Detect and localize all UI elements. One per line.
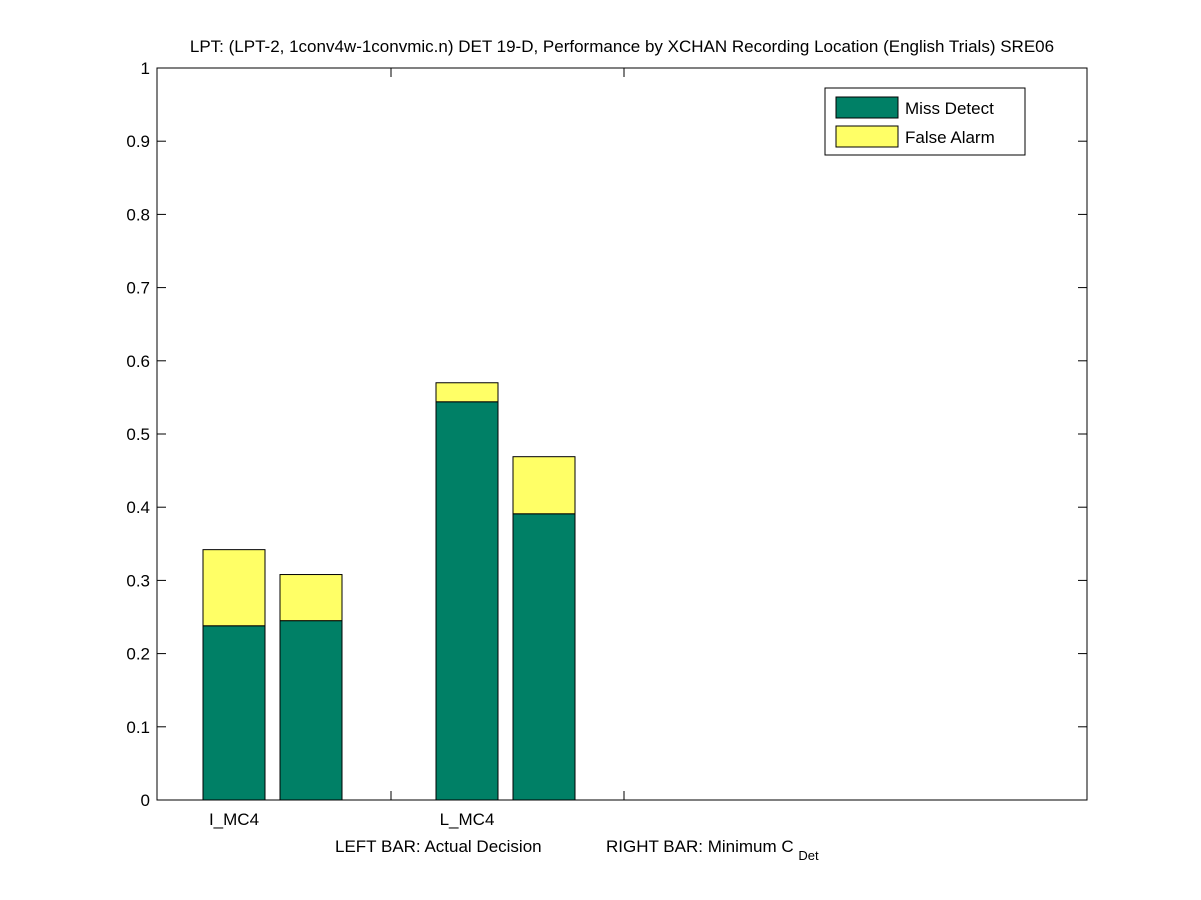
x-axis-label-right-text: RIGHT BAR: Minimum C	[606, 837, 794, 856]
legend-label-false-alarm: False Alarm	[905, 128, 995, 147]
bar-i-mc4-minimum-false-alarm	[279, 574, 343, 622]
y-tick-label: 0.8	[126, 205, 150, 224]
y-axis: 0 0.1 0.2 0.3 0.4 0.5 0.6 0.7 0.8 0.9 1	[126, 59, 1087, 810]
x-tick-label: L_MC4	[440, 810, 495, 829]
bar-l-mc4-actual-miss-detect	[435, 401, 499, 801]
bars	[202, 382, 576, 801]
x-tick-label: I_MC4	[209, 810, 259, 829]
x-axis-label-left: LEFT BAR: Actual Decision	[335, 837, 542, 856]
y-tick-label: 0.6	[126, 352, 150, 371]
y-tick-label: 0.5	[126, 425, 150, 444]
y-tick-label: 0.7	[126, 279, 150, 298]
bar-i-mc4-actual-false-alarm	[202, 549, 266, 627]
y-tick-label: 0	[141, 791, 150, 810]
y-tick-label: 0.4	[126, 498, 150, 517]
x-axis: I_MC4 L_MC4	[209, 68, 625, 829]
y-tick-label: 0.2	[126, 645, 150, 664]
y-tick-label: 0.3	[126, 571, 150, 590]
bar-l-mc4-minimum-false-alarm	[512, 456, 576, 515]
x-axis-label-right-subscript: Det	[798, 848, 819, 863]
x-axis-label-right: RIGHT BAR: Minimum C Det	[606, 837, 819, 863]
legend-swatch-miss-detect	[835, 96, 899, 119]
chart-title: LPT: (LPT-2, 1conv4w-1convmic.n) DET 19-…	[190, 37, 1054, 56]
legend-swatch-false-alarm	[835, 125, 899, 148]
legend-label-miss-detect: Miss Detect	[905, 99, 994, 118]
y-tick-label: 0.1	[126, 718, 150, 737]
bar-l-mc4-actual-false-alarm	[435, 382, 499, 403]
legend: Miss Detect False Alarm	[824, 87, 1026, 156]
y-tick-label: 0.9	[126, 132, 150, 151]
bar-i-mc4-actual-miss-detect	[202, 625, 266, 801]
y-tick-label: 1	[141, 59, 150, 78]
bar-i-mc4-minimum-miss-detect	[279, 620, 343, 801]
bar-l-mc4-minimum-miss-detect	[512, 513, 576, 801]
